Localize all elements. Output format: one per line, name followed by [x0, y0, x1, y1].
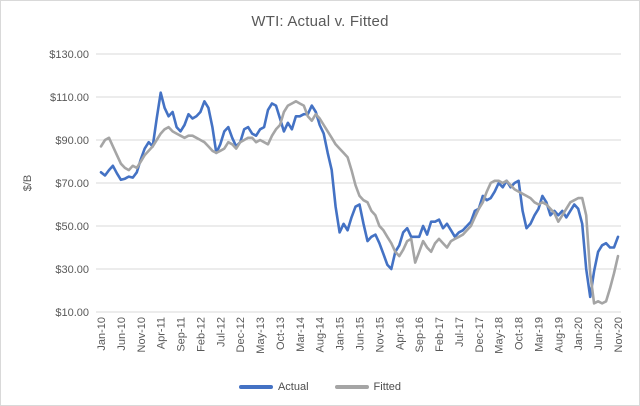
y-tick-label: $10.00 — [55, 307, 89, 319]
legend-item-actual: Actual — [238, 381, 309, 393]
x-tick-label: Aug-14 — [315, 317, 327, 352]
x-tick-label: Mar-19 — [533, 317, 545, 352]
y-tick-label: $50.00 — [55, 221, 89, 233]
chart-title: WTI: Actual v. Fitted — [251, 13, 389, 30]
x-tick-label: Jun-10 — [116, 317, 128, 351]
x-tick-label: Nov-20 — [613, 317, 625, 352]
x-tick-label: Jan-10 — [96, 317, 108, 351]
legend-item-fitted: Fitted — [334, 381, 402, 393]
x-tick-label: Jun-20 — [593, 317, 605, 351]
x-tick-label: Aug-19 — [553, 317, 565, 352]
y-tick-label: $70.00 — [55, 178, 89, 190]
y-tick-label: $110.00 — [50, 92, 89, 104]
x-tick-label: Sep-16 — [414, 317, 426, 352]
series-line-fitted — [99, 100, 620, 305]
y-tick-label: $30.00 — [55, 264, 89, 276]
y-tick-label: $90.00 — [55, 135, 89, 147]
x-tick-label: Jan-20 — [573, 317, 585, 351]
x-tick-label: May-18 — [494, 317, 506, 354]
series-line-actual — [99, 91, 620, 299]
x-tick-label: Feb-12 — [195, 317, 207, 352]
legend-label-actual: Actual — [277, 381, 309, 393]
x-tick-label: Oct-18 — [514, 317, 526, 350]
x-tick-label: Feb-17 — [434, 317, 446, 352]
x-tick-label: May-13 — [255, 317, 267, 354]
x-tick-label: Oct-13 — [275, 317, 287, 350]
actual-line-swatch-icon — [238, 385, 273, 389]
x-tick-label: Jun-15 — [355, 317, 367, 351]
x-tick-label: Jul-17 — [454, 317, 466, 347]
x-tick-label: Dec-12 — [235, 317, 247, 352]
y-tick-label: $130.00 — [49, 49, 89, 61]
fitted-line-swatch-icon — [334, 385, 369, 389]
x-tick-label: Nov-10 — [136, 317, 148, 352]
x-tick-label: Nov-15 — [374, 317, 386, 352]
x-tick-label: Apr-11 — [156, 317, 168, 349]
x-tick-label: Apr-16 — [394, 317, 406, 350]
x-tick-label: Jul-12 — [215, 317, 227, 347]
legend: Actual Fitted — [1, 381, 639, 393]
legend-label-fitted: Fitted — [373, 381, 402, 393]
x-tick-label: Jan-15 — [335, 317, 347, 351]
x-tick-label: Dec-17 — [474, 317, 486, 352]
x-tick-label: Sep-11 — [176, 317, 188, 352]
x-tick-label: Mar-14 — [295, 317, 307, 352]
